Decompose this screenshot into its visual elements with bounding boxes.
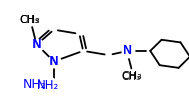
Text: NH₂: NH₂ [22, 78, 46, 91]
Text: NH₂: NH₂ [36, 79, 59, 92]
Text: CH₃: CH₃ [122, 72, 141, 82]
Text: N: N [50, 55, 58, 68]
Text: N: N [123, 44, 132, 57]
Text: N: N [123, 44, 132, 57]
Text: N: N [49, 55, 59, 68]
Text: CH₃: CH₃ [19, 15, 40, 25]
Text: N: N [32, 38, 42, 51]
Text: N: N [33, 38, 41, 51]
Text: CH₃: CH₃ [121, 71, 142, 81]
Text: CH₃: CH₃ [20, 15, 39, 25]
